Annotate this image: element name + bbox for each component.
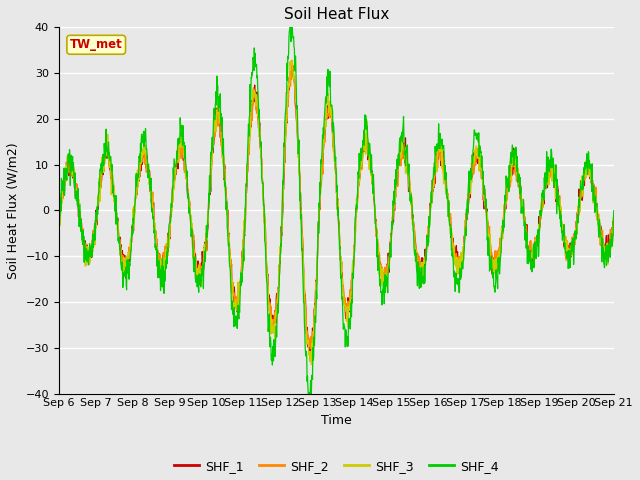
Legend: SHF_1, SHF_2, SHF_3, SHF_4: SHF_1, SHF_2, SHF_3, SHF_4 bbox=[169, 455, 504, 478]
Title: Soil Heat Flux: Soil Heat Flux bbox=[284, 7, 389, 22]
X-axis label: Time: Time bbox=[321, 414, 351, 427]
Text: TW_met: TW_met bbox=[70, 38, 123, 51]
Y-axis label: Soil Heat Flux (W/m2): Soil Heat Flux (W/m2) bbox=[7, 142, 20, 279]
